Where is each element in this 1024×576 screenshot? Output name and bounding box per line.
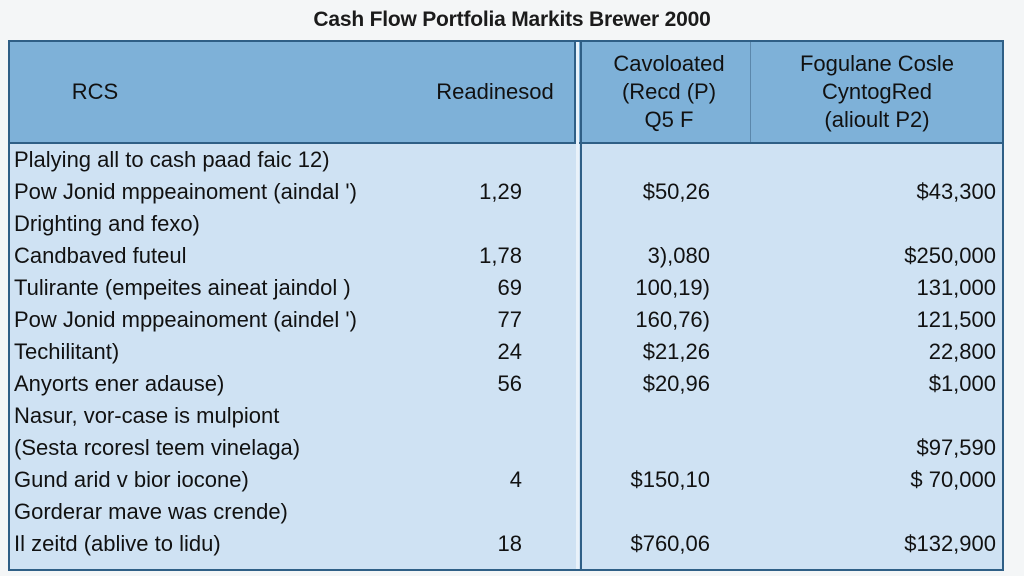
row-label: Candbaved futeul xyxy=(14,243,187,268)
row-label: Tulirante (empeites aineat jaindol ) xyxy=(14,275,351,300)
table-row: Anyorts ener adause) 56 $20,96 $1,000 xyxy=(10,368,1002,400)
row-cost: 22,800 xyxy=(928,339,996,364)
divider-white-gap xyxy=(576,42,579,569)
table-row: Gorderar mave was crende) xyxy=(10,496,1002,528)
table-row: Pow Jonid mppeainoment (aindel ') 77 160… xyxy=(10,304,1002,336)
header-cost: Fogulane Cosle CyntogRed (alioult P2) xyxy=(799,51,955,132)
row-calculated: $150,10 xyxy=(630,467,710,492)
table-row: Il zeitd (ablive to lidu) 18 $760,06 $13… xyxy=(10,528,1002,560)
row-cost: 121,500 xyxy=(916,307,996,332)
row-cost: $132,900 xyxy=(904,531,996,556)
table-header: RCS Readinesod Cavoloated (Recd (P) Q5 F… xyxy=(10,42,1002,144)
divider-header-1 xyxy=(574,42,576,142)
row-cost: $1,000 xyxy=(928,371,996,396)
row-readiness: 69 xyxy=(497,275,522,300)
row-label: Plalying all to cash paad faic 12) xyxy=(14,147,330,172)
table-row: Candbaved futeul 1,78 3),080 $250,000 xyxy=(10,240,1002,272)
header-readiness: Readinesod xyxy=(436,79,554,104)
row-readiness: 77 xyxy=(497,307,522,332)
row-cost: 131,000 xyxy=(916,275,996,300)
table-row: Nasur, vor-case is mulpiont xyxy=(10,400,1002,432)
row-readiness: 1,78 xyxy=(479,243,522,268)
divider-col-3 xyxy=(580,42,582,569)
table-row: Pow Jonid mppeainoment (aindal ') 1,29 $… xyxy=(10,176,1002,208)
row-label: Il zeitd (ablive to lidu) xyxy=(14,531,221,556)
header-rcs: RCS xyxy=(71,79,119,104)
cash-flow-table: RCS Readinesod Cavoloated (Recd (P) Q5 F… xyxy=(8,40,1004,571)
row-calculated: 160,76) xyxy=(635,307,710,332)
row-calculated: $21,26 xyxy=(642,339,710,364)
table-row: Drighting and fexo) xyxy=(10,208,1002,240)
row-label: Gund arid v bior iocone) xyxy=(14,467,249,492)
divider-header-4 xyxy=(750,42,751,142)
row-readiness: 1,29 xyxy=(479,179,522,204)
row-label: Drighting and fexo) xyxy=(14,211,200,236)
table-row: Gund arid v bior iocone) 4 $150,10 $ 70,… xyxy=(10,464,1002,496)
row-readiness: 56 xyxy=(497,371,522,396)
table-row: (Sesta rcoresl teem vinelaga) $97,590 xyxy=(10,432,1002,464)
table-row: Tulirante (empeites aineat jaindol ) 69 … xyxy=(10,272,1002,304)
row-cost: $250,000 xyxy=(904,243,996,268)
row-calculated: 100,19) xyxy=(635,275,710,300)
row-readiness: 18 xyxy=(497,531,522,556)
row-cost: $97,590 xyxy=(916,435,996,460)
row-readiness: 4 xyxy=(509,467,522,492)
document-title: Cash Flow Portfolia Markits Brewer 2000 xyxy=(313,8,711,31)
row-cost: $ 70,000 xyxy=(910,467,996,492)
row-label: Gorderar mave was crende) xyxy=(14,499,288,524)
row-cost: $43,300 xyxy=(916,179,996,204)
row-readiness: 24 xyxy=(497,339,522,364)
row-calculated: $20,96 xyxy=(642,371,710,396)
row-calculated: $50,26 xyxy=(642,179,710,204)
table-row: Techilitant) 24 $21,26 22,800 xyxy=(10,336,1002,368)
row-calculated: 3),080 xyxy=(647,243,710,268)
row-label: Nasur, vor-case is mulpiont xyxy=(14,403,280,428)
row-label: Techilitant) xyxy=(14,339,120,364)
row-label: Pow Jonid mppeainoment (aindel ') xyxy=(14,307,357,332)
row-label: (Sesta rcoresl teem vinelaga) xyxy=(14,435,301,460)
row-calculated: $760,06 xyxy=(630,531,710,556)
header-calculated: Cavoloated (Recd (P) Q5 F xyxy=(613,51,725,132)
table-row: Plalying all to cash paad faic 12) xyxy=(10,144,1002,176)
row-label: Pow Jonid mppeainoment (aindal ') xyxy=(14,179,357,204)
row-label: Anyorts ener adause) xyxy=(14,371,225,396)
